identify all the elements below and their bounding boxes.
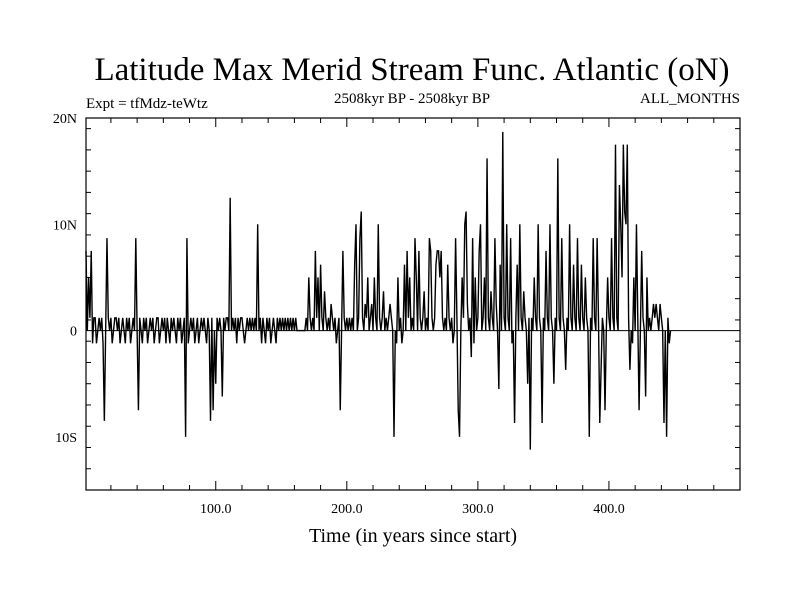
x-axis-label: Time (in years since start) <box>309 525 517 547</box>
y-tick-label: 20N <box>53 112 77 127</box>
chart-subtitle-months: ALL_MONTHS <box>640 91 740 107</box>
chart-title: Latitude Max Merid Stream Func. Atlantic… <box>94 52 729 88</box>
x-axis: 100.0 200.0 300.0 400.0 <box>110 118 715 517</box>
chart-subtitle-experiment: Expt = tfMdz-teWtz <box>86 96 208 112</box>
x-tick-label: 200.0 <box>331 502 363 517</box>
y-tick-label: 10S <box>55 431 77 446</box>
plot-frame <box>85 117 741 491</box>
y-tick-label: 10N <box>53 218 77 233</box>
series-line <box>85 131 672 450</box>
x-tick-label: 100.0 <box>200 502 232 517</box>
x-tick-label: 300.0 <box>462 502 494 517</box>
chart-subtitle-period: 2508kyr BP - 2508kyr BP <box>334 91 490 107</box>
series-layer <box>85 131 672 450</box>
x-tick-label: 400.0 <box>593 502 625 517</box>
y-tick-label: 0 <box>70 325 77 340</box>
